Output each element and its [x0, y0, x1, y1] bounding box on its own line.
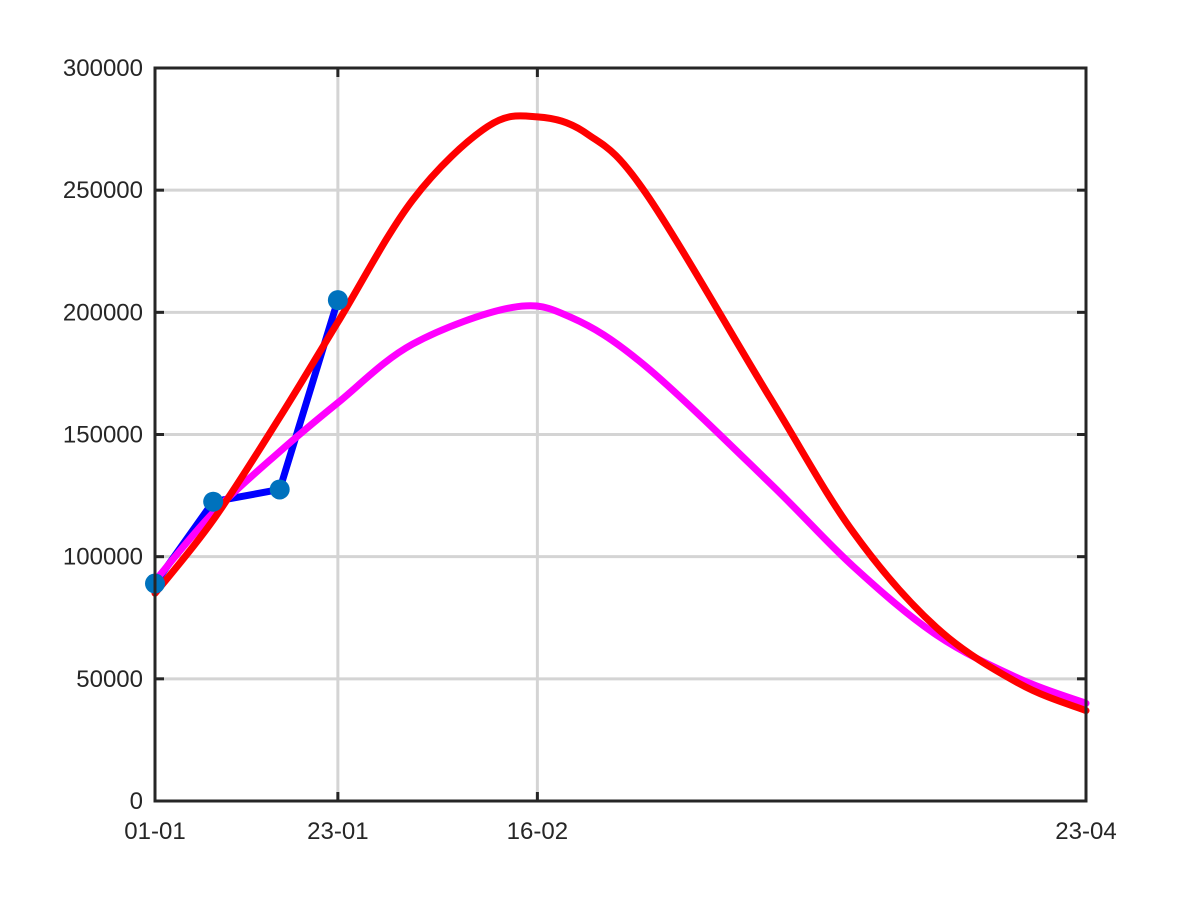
series-line-2: [151, 302, 1090, 707]
y-tick-label: 200000: [63, 299, 143, 326]
x-tick-label: 01-01: [124, 818, 185, 845]
y-tick-label: 100000: [63, 544, 143, 571]
series-line-3: [151, 112, 1090, 715]
y-tick-label: 300000: [63, 55, 143, 82]
data-point-marker: [203, 491, 224, 512]
y-tick-label: 150000: [63, 422, 143, 449]
data-point-marker: [269, 479, 290, 500]
y-tick-label: 50000: [76, 666, 143, 693]
tick-labels: 0 50000 100000 150000 200000 250000 300000 01-0…: [63, 55, 1117, 845]
data-point-marker: [327, 290, 348, 311]
y-tick-label: 250000: [63, 177, 143, 204]
x-tick-label: 23-04: [1055, 818, 1116, 845]
x-tick-label: 16-02: [507, 818, 568, 845]
grid-lines: [155, 68, 1086, 801]
series-lines: [145, 112, 1090, 715]
axis-ticks: [153, 66, 1088, 803]
x-tick-label: 23-01: [307, 818, 368, 845]
y-tick-label: 0: [130, 788, 143, 815]
